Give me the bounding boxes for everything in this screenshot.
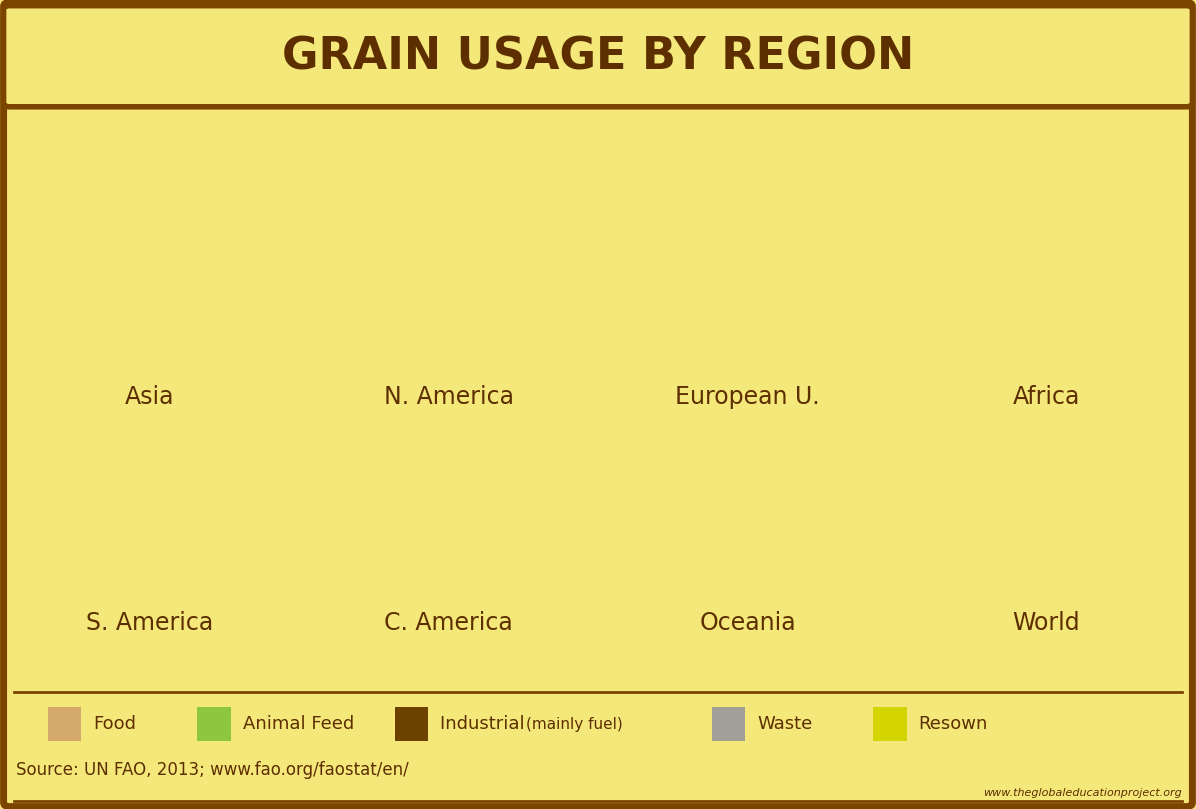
Bar [712, 707, 745, 741]
Wedge shape [132, 378, 150, 473]
Wedge shape [104, 379, 150, 473]
Wedge shape [353, 396, 448, 569]
Wedge shape [392, 383, 448, 473]
Wedge shape [150, 378, 245, 473]
Text: World: World [1013, 612, 1080, 635]
Wedge shape [707, 378, 748, 473]
Wedge shape [953, 151, 1142, 342]
Text: www.theglobaleducationproject.org: www.theglobaleducationproject.org [983, 788, 1182, 798]
Wedge shape [132, 151, 150, 247]
Wedge shape [736, 151, 748, 247]
Wedge shape [748, 378, 841, 473]
Wedge shape [80, 390, 150, 473]
Text: Animal Feed: Animal Feed [243, 715, 354, 733]
Bar [873, 707, 907, 741]
FancyBboxPatch shape [4, 2, 1192, 807]
Wedge shape [353, 156, 448, 293]
Wedge shape [54, 408, 245, 569]
Text: GRAIN USAGE BY REGION: GRAIN USAGE BY REGION [282, 35, 914, 78]
Text: European U.: European U. [676, 385, 819, 409]
Wedge shape [707, 152, 748, 247]
Bar [395, 707, 428, 741]
Text: Asia: Asia [124, 385, 175, 409]
Wedge shape [66, 166, 150, 247]
Wedge shape [960, 392, 1046, 473]
Wedge shape [657, 404, 748, 473]
Text: Resown: Resown [919, 715, 988, 733]
Wedge shape [1006, 152, 1046, 247]
Text: Africa: Africa [1013, 385, 1080, 409]
Wedge shape [951, 177, 1046, 265]
Text: N. America: N. America [384, 385, 513, 409]
Wedge shape [1035, 151, 1046, 247]
Text: Source: UN FAO, 2013; www.fao.org/faostat/en/: Source: UN FAO, 2013; www.fao.org/faosta… [16, 761, 408, 779]
Wedge shape [443, 378, 448, 473]
Text: S. America: S. America [86, 612, 213, 635]
FancyBboxPatch shape [4, 6, 1192, 107]
Text: C. America: C. America [384, 612, 513, 635]
Wedge shape [951, 433, 1081, 569]
Wedge shape [448, 378, 544, 569]
Wedge shape [54, 201, 150, 336]
Wedge shape [419, 378, 448, 473]
Wedge shape [419, 152, 448, 247]
Text: Industrial: Industrial [440, 715, 531, 733]
Wedge shape [652, 191, 841, 342]
Wedge shape [995, 381, 1046, 473]
Text: Food: Food [93, 715, 136, 733]
Text: (mainly fuel): (mainly fuel) [526, 717, 623, 731]
Wedge shape [365, 177, 544, 342]
Wedge shape [115, 151, 245, 342]
Wedge shape [748, 151, 843, 265]
Wedge shape [670, 160, 748, 247]
Wedge shape [652, 444, 843, 569]
Wedge shape [98, 153, 150, 247]
Bar [197, 707, 231, 741]
Text: Waste: Waste [757, 715, 812, 733]
Wedge shape [437, 151, 448, 247]
Wedge shape [682, 387, 748, 473]
Text: Oceania: Oceania [700, 612, 795, 635]
Wedge shape [448, 151, 514, 247]
Wedge shape [1046, 378, 1142, 562]
Wedge shape [1023, 378, 1046, 473]
Wedge shape [981, 160, 1046, 247]
Bar [48, 707, 81, 741]
